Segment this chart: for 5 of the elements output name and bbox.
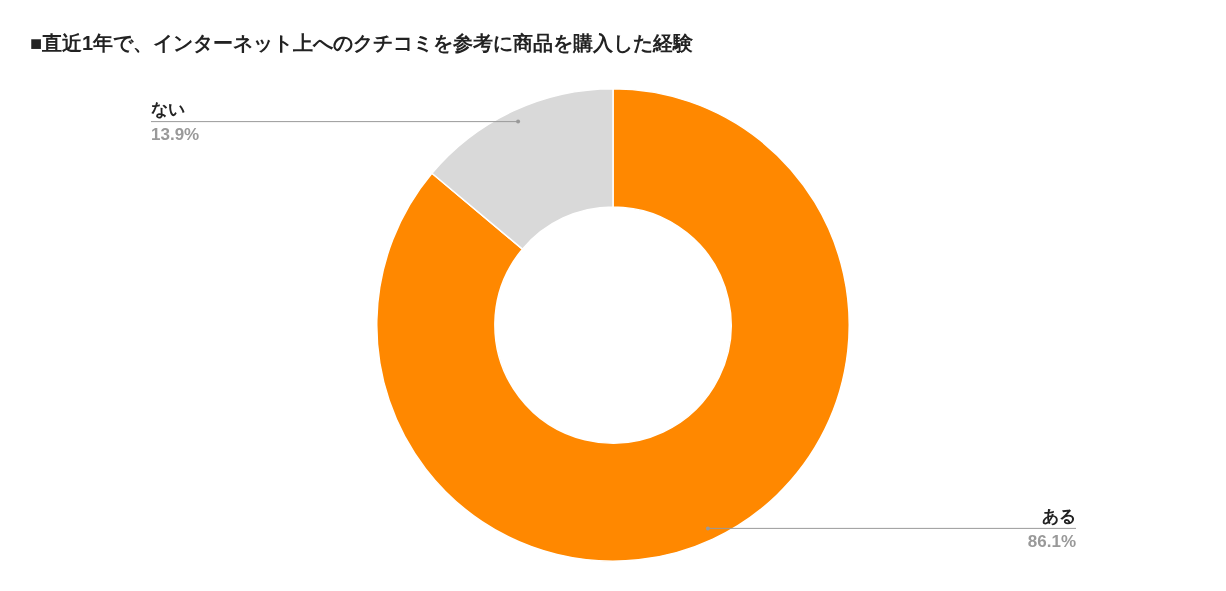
- data-label: 86.1%: [1027, 531, 1076, 551]
- slice-label: ある: [1042, 506, 1076, 526]
- chart-title: ■直近1年で、インターネット上へのクチコミを参考に商品を購入した経験: [30, 31, 694, 56]
- data-label: 13.9%: [151, 124, 200, 144]
- slice-label: ない: [151, 99, 185, 119]
